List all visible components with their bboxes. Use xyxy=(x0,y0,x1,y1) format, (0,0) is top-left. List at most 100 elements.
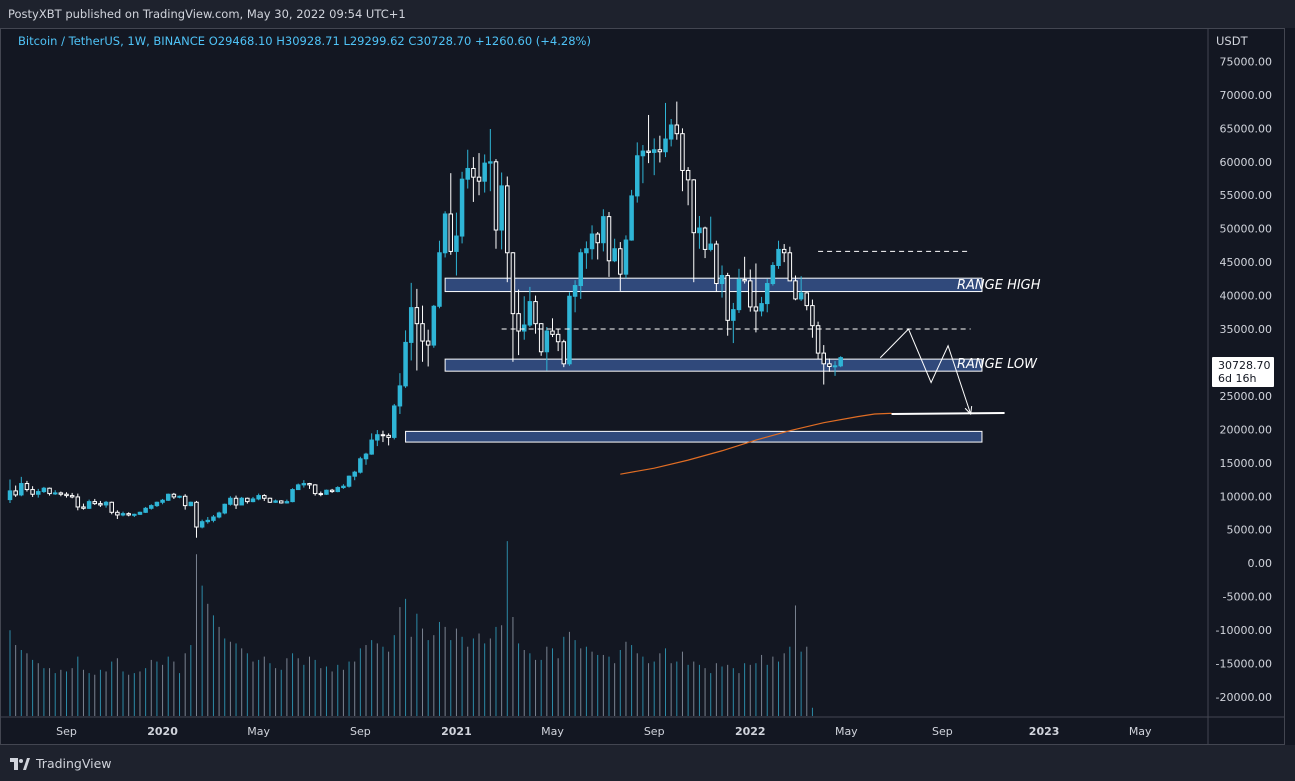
candle-down xyxy=(516,313,521,332)
candle-up xyxy=(736,279,742,311)
candle-up xyxy=(205,519,211,523)
candle-up xyxy=(629,195,634,241)
candle-down xyxy=(821,352,826,365)
candle-up xyxy=(19,483,24,496)
candle-down xyxy=(815,325,821,354)
candle-up xyxy=(499,185,504,231)
time-axis[interactable]: Sep 2020 May Sep 2021 May Sep 2022 May Sep 2023 May xyxy=(56,725,1152,738)
candle-up xyxy=(437,252,442,307)
candle-up xyxy=(612,248,617,262)
candle-up xyxy=(442,213,448,254)
candle-down xyxy=(98,503,103,506)
candle-up xyxy=(52,492,58,495)
candle-down xyxy=(787,252,793,282)
candle-down xyxy=(245,497,250,503)
projection-path xyxy=(879,328,972,415)
candle-down xyxy=(471,167,476,178)
x-tick-label: May xyxy=(541,725,564,738)
candle-down xyxy=(476,176,482,182)
candle-down xyxy=(425,340,431,346)
x-tick-label: May xyxy=(247,725,270,738)
candle-down xyxy=(538,323,544,353)
candle-up xyxy=(222,503,227,514)
y-tick-label: -20000.00 xyxy=(1216,691,1272,704)
annotation-range-high: RANGE HIGH xyxy=(957,278,1041,293)
symbol-legend: Bitcoin / TetherUS, 1W, BINANCE O29468.1… xyxy=(18,34,591,48)
candle-down xyxy=(318,493,324,496)
y-tick-label: 70000.00 xyxy=(1220,89,1273,102)
candle-up xyxy=(256,495,261,500)
candle-up xyxy=(358,458,363,473)
candle-up xyxy=(584,248,589,254)
candle-down xyxy=(533,301,538,325)
candle-up xyxy=(284,501,290,504)
candle-down xyxy=(555,333,561,343)
candle-up xyxy=(250,498,256,503)
candle-down xyxy=(742,279,747,282)
candle-up xyxy=(454,235,459,252)
candle-down xyxy=(804,292,810,307)
candle-up xyxy=(346,475,352,487)
candle-down xyxy=(606,216,612,262)
candle-down xyxy=(505,185,510,254)
y-tick-label: 35000.00 xyxy=(1220,323,1273,336)
candle-up xyxy=(431,305,437,346)
overlays-layer: RANGE HIGH RANGE LOW xyxy=(501,250,1041,475)
range-zone-3 xyxy=(405,430,983,443)
candle-down xyxy=(680,133,685,171)
tradingview-brand[interactable]: TradingView xyxy=(10,756,112,771)
candle-up xyxy=(290,489,295,503)
candle-down xyxy=(58,492,64,495)
candle-up xyxy=(482,162,487,182)
x-tick-label: Sep xyxy=(644,725,665,738)
candle-down xyxy=(420,323,425,342)
y-tick-label: 0.00 xyxy=(1248,557,1273,570)
price-unit-label: USDT xyxy=(1216,34,1248,48)
candle-up xyxy=(567,295,572,365)
candle-down xyxy=(194,501,199,528)
candle-up xyxy=(465,167,470,180)
y-tick-label: 75000.00 xyxy=(1220,55,1273,68)
candle-up xyxy=(397,385,403,407)
candle-up xyxy=(211,516,216,521)
candle-up xyxy=(521,324,527,332)
candle-down xyxy=(510,252,516,315)
candle-down xyxy=(725,275,730,321)
candle-down xyxy=(109,501,114,513)
volume-layer xyxy=(9,541,813,716)
publish-header: PostyXBT published on TradingView.com, M… xyxy=(0,0,1295,28)
y-tick-label: 45000.00 xyxy=(1220,256,1273,269)
candle-up xyxy=(770,264,776,285)
candle-up xyxy=(459,178,465,237)
candles-layer xyxy=(7,101,843,538)
y-tick-label: -10000.00 xyxy=(1216,624,1272,637)
candle-up xyxy=(668,124,674,140)
candle-down xyxy=(827,363,832,367)
price-axis[interactable]: 75000.00 70000.00 65000.00 60000.00 55000.00… xyxy=(1216,55,1272,703)
y-tick-label: 5000.00 xyxy=(1227,524,1273,537)
candle-up xyxy=(132,513,137,516)
candle-up xyxy=(708,243,713,250)
candle-down xyxy=(493,161,499,231)
zones-layer xyxy=(405,277,983,443)
candle-up xyxy=(301,483,307,486)
candle-up xyxy=(623,239,629,275)
candle-up xyxy=(838,357,843,367)
candle-down xyxy=(69,495,75,498)
candle-down xyxy=(793,280,798,300)
y-tick-label: 50000.00 xyxy=(1220,223,1273,236)
candle-up xyxy=(578,252,583,287)
candle-up xyxy=(719,275,725,285)
y-tick-label: 60000.00 xyxy=(1220,156,1273,169)
candle-down xyxy=(810,305,815,327)
candle-down xyxy=(278,500,284,504)
candle-up xyxy=(177,495,182,498)
y-tick-label: 40000.00 xyxy=(1220,290,1273,303)
candle-up xyxy=(572,285,578,297)
candle-down xyxy=(646,150,651,153)
range-zone-1 xyxy=(444,277,983,293)
moving-average-line xyxy=(620,412,892,475)
candle-up xyxy=(731,309,736,321)
last-price-label: 30728.70 6d 16h xyxy=(1212,357,1274,387)
